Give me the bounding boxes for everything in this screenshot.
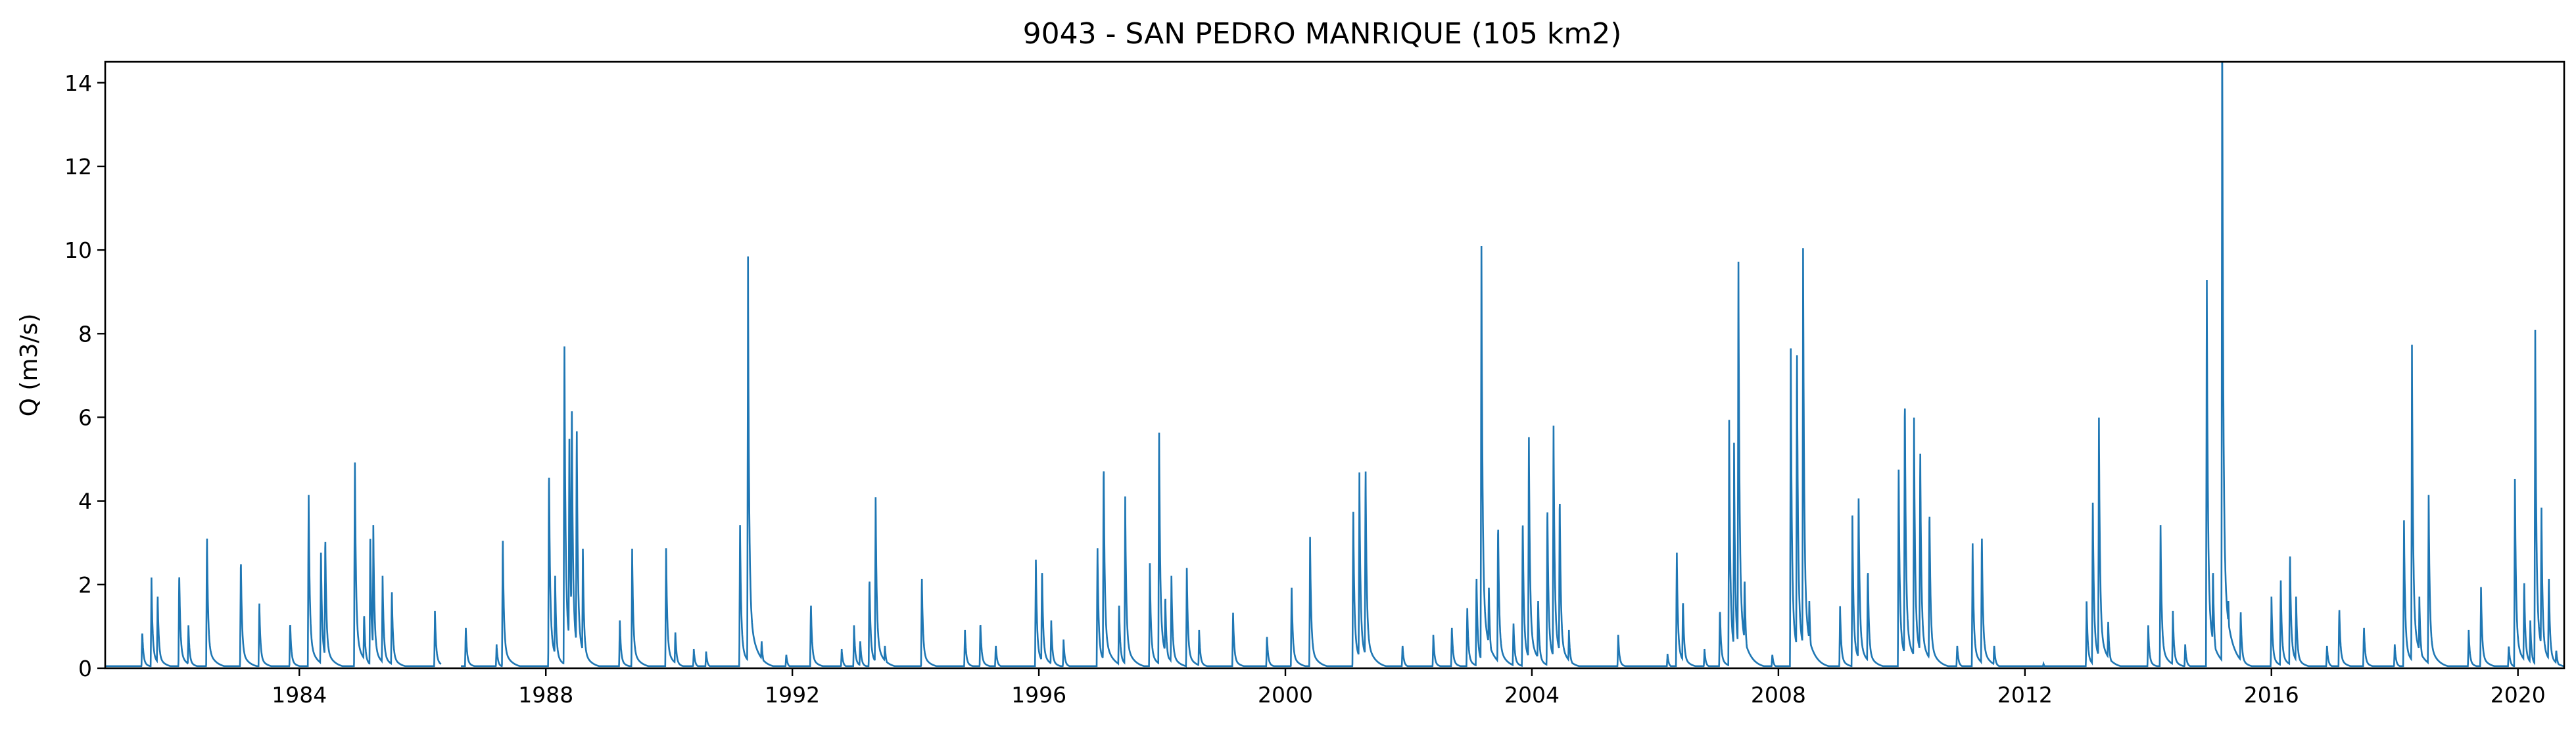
y-tick-label: 10	[64, 237, 92, 263]
discharge-series-line	[461, 62, 2564, 668]
chart-title: 9043 - SAN PEDRO MANRIQUE (105 km2)	[1023, 17, 1622, 51]
x-tick-label: 1984	[272, 682, 327, 708]
y-tick-label: 6	[78, 404, 92, 430]
x-tick-label: 1988	[518, 682, 573, 708]
y-tick-label: 4	[78, 489, 92, 514]
discharge-series-line	[105, 462, 442, 668]
y-tick-label: 12	[64, 154, 92, 180]
y-axis-label: Q (m3/s)	[16, 314, 43, 417]
y-tick-label: 14	[64, 70, 92, 96]
y-tick-label: 8	[78, 321, 92, 347]
x-tick-label: 1992	[765, 682, 820, 708]
plot-frame	[104, 61, 2565, 670]
x-axis: 1984 1988 1992 1996 2000 2004 2008 2012 2016 2020	[272, 668, 2546, 708]
x-tick-label: 2000	[1258, 682, 1313, 708]
x-tick-label: 2016	[2244, 682, 2299, 708]
x-tick-label: 2012	[1997, 682, 2053, 708]
x-tick-label: 2020	[2491, 682, 2546, 708]
y-axis: 0 2 4 6 8 10 12 14	[64, 70, 105, 681]
x-tick-label: 2004	[1504, 682, 1560, 708]
y-tick-label: 2	[78, 572, 92, 598]
x-tick-label: 2008	[1751, 682, 1806, 708]
y-tick-label: 0	[78, 656, 92, 681]
x-tick-label: 1996	[1011, 682, 1066, 708]
